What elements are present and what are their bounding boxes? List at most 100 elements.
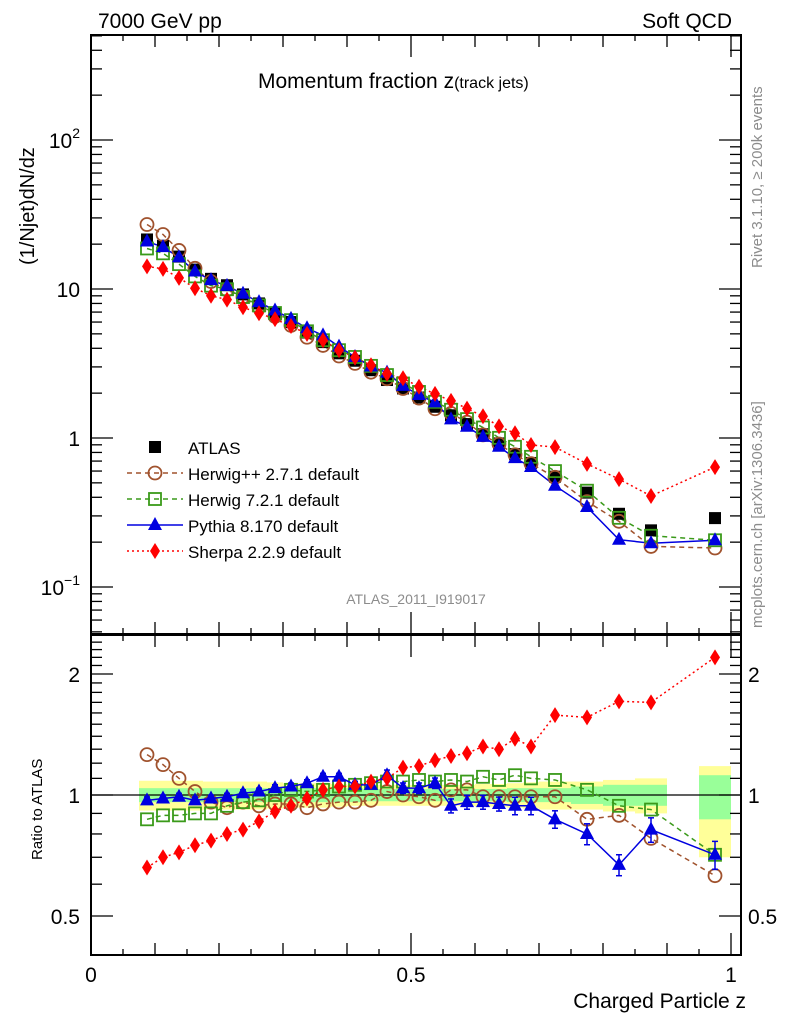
main-point-2	[644, 535, 658, 549]
ratio-point-3	[158, 849, 168, 866]
main-point-3	[206, 287, 216, 304]
mcplots-label: mcplots.cern.ch [arXiv:1306.3436]	[749, 401, 766, 628]
ratio-line-3	[146, 656, 716, 869]
ratio-point-1	[172, 808, 186, 823]
ratio-point-3	[462, 745, 472, 762]
main-point-2	[284, 310, 298, 324]
ratio-point-2	[396, 780, 410, 794]
ratio-point-0	[443, 782, 459, 798]
legend-label-3: Sherpa 2.2.9 default	[188, 543, 341, 562]
ratio-panel-series	[139, 649, 723, 884]
ratio-point-2	[156, 790, 170, 804]
main-point-2	[548, 477, 562, 491]
tick-exponent: −1	[64, 572, 80, 588]
legend-label-0: Herwig++ 2.7.1 default	[188, 465, 359, 484]
ratio-point-3	[614, 693, 624, 710]
legend-label-1: Herwig 7.2.1 default	[188, 491, 339, 510]
main-title-suffix: (track jets)	[454, 75, 529, 92]
main-line-3	[146, 265, 716, 497]
ratio-point-3	[206, 832, 216, 849]
ratio-point-3	[190, 837, 200, 854]
tick-base: 1	[68, 428, 80, 451]
ratio-point-2	[332, 768, 346, 782]
main-point-3	[430, 385, 440, 402]
ratio-point-0	[347, 794, 363, 810]
ratio-point-3	[478, 738, 488, 755]
ratio-point-3	[382, 770, 392, 787]
ratio-point-2	[220, 788, 234, 802]
ratio-y-tick-label-left: 2	[68, 664, 80, 687]
main-point-3	[142, 258, 152, 275]
main-point-3	[302, 325, 312, 342]
main-point-2	[172, 249, 186, 263]
ratio-point-3	[350, 778, 360, 795]
main-point-3	[158, 260, 168, 277]
ratio-point-0	[171, 770, 187, 786]
x-tick-label: 1	[725, 964, 737, 987]
main-point-2	[156, 239, 170, 253]
main-point-3	[254, 305, 264, 322]
ratio-point-2	[580, 825, 594, 839]
ratio-point-3	[510, 730, 520, 747]
ratio-point-1	[460, 774, 474, 789]
x-tick-label: 0	[85, 964, 97, 987]
ratio-point-2	[236, 785, 250, 799]
ratio-point-0	[155, 757, 171, 773]
ratio-y-axis-label: Ratio to ATLAS	[29, 759, 46, 860]
main-y-tick-label: 1	[68, 428, 80, 451]
ratio-point-3	[446, 748, 456, 765]
main-point-3	[190, 280, 200, 297]
ratio-point-3	[302, 790, 312, 807]
main-point-2	[492, 438, 506, 452]
main-point-2	[188, 263, 202, 277]
ratio-point-2	[316, 768, 330, 782]
ratio-point-0	[363, 792, 379, 808]
tick-base: 10	[57, 279, 80, 302]
ratio-point-0	[331, 794, 347, 810]
main-point-2	[476, 428, 490, 442]
main-point-2	[140, 233, 154, 247]
main-point-3	[446, 392, 456, 409]
ratio-point-2	[476, 794, 490, 808]
ratio-y-tick-label-right: 2	[748, 664, 760, 687]
main-point-2	[444, 411, 458, 425]
main-point-1	[580, 483, 594, 498]
main-point-3	[334, 342, 344, 359]
ratio-point-1	[204, 806, 218, 821]
ratio-point-2	[708, 846, 722, 860]
ratio-point-2	[188, 792, 202, 806]
main-point-3	[238, 299, 248, 316]
ratio-point-3	[254, 813, 264, 830]
ratio-point-2	[412, 780, 426, 794]
ratio-point-3	[366, 773, 376, 790]
main-point-2	[508, 450, 522, 464]
main-y-tick-label: 10	[57, 279, 80, 302]
ratio-point-2	[444, 797, 458, 811]
legend-marker-atlas	[149, 441, 161, 453]
tick-base: 10	[49, 130, 72, 153]
main-point-2	[460, 418, 474, 432]
main-point-3	[510, 425, 520, 442]
ratio-point-0	[427, 792, 443, 808]
main-point-3	[414, 378, 424, 395]
ratio-line-0	[146, 754, 716, 877]
ratio-point-3	[142, 859, 152, 876]
main-point-2	[612, 531, 626, 545]
x-axis-label: Charged Particle z	[573, 990, 746, 1013]
ratio-point-3	[494, 741, 504, 758]
ratio-point-1	[524, 771, 538, 786]
legend-marker-0	[147, 465, 163, 481]
ratio-point-3	[286, 797, 296, 814]
ratio-point-1	[492, 773, 506, 787]
ratio-y-tick-label-left: 0.5	[51, 906, 80, 929]
ratio-y-tick-label-right: 0.5	[748, 906, 777, 929]
ratio-point-3	[414, 758, 424, 775]
main-y-tick-label: 10−1	[41, 572, 81, 600]
main-point-3	[382, 365, 392, 382]
atlas-point	[613, 507, 625, 520]
main-point-3	[550, 439, 560, 456]
main-point-3	[350, 349, 360, 366]
ratio-point-2	[428, 775, 442, 789]
main-point-2	[524, 458, 538, 472]
